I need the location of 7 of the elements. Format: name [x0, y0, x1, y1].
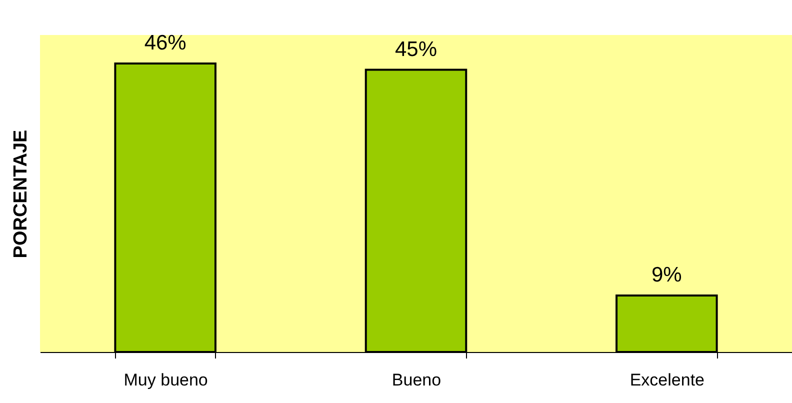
data-label: 45% [394, 38, 438, 61]
x-tick-label: Bueno [392, 370, 442, 390]
data-label: 46% [144, 32, 186, 55]
y-axis-title: PORCENTAJE [10, 130, 32, 258]
x-tick-label: Excelente [630, 370, 705, 390]
data-label: 9% [651, 264, 682, 287]
x-tick-label: Muy bueno [124, 370, 208, 390]
